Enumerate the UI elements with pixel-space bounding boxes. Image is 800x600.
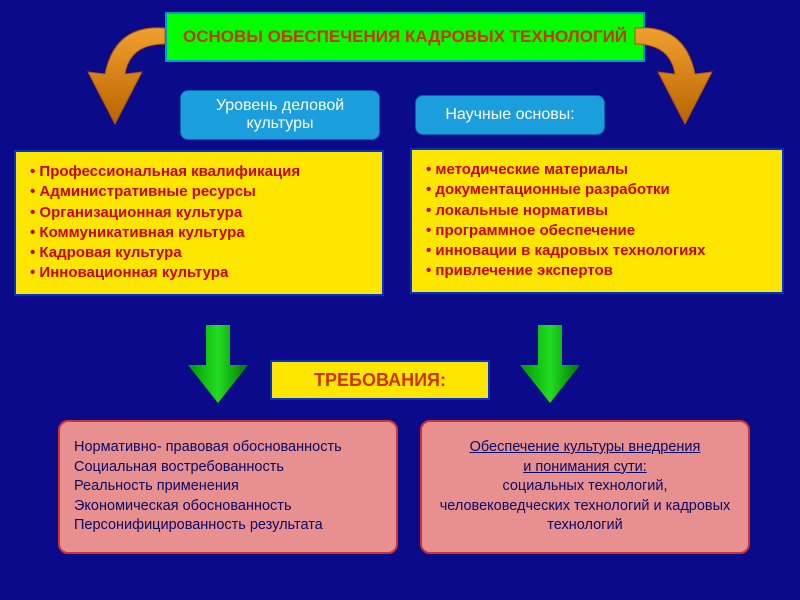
title-box: ОСНОВЫ ОБЕСПЕЧЕНИЯ КАДРОВЫХ ТЕХНОЛОГИЙ — [165, 12, 645, 62]
pink-left-line: Экономическая обоснованность — [74, 497, 382, 517]
down-arrow-right-icon — [520, 325, 580, 405]
requirements-label: ТРЕБОВАНИЯ: — [314, 370, 446, 391]
list-item: программное обеспечение — [426, 221, 768, 241]
list-item: локальные нормативы — [426, 201, 768, 221]
pink-right-u1: Обеспечение культуры внедрения — [470, 439, 701, 455]
list-item: Кадровая культура — [30, 243, 368, 263]
requirements-box: ТРЕБОВАНИЯ: — [270, 360, 490, 400]
title-text: ОСНОВЫ ОБЕСПЕЧЕНИЯ КАДРОВЫХ ТЕХНОЛОГИЙ — [183, 27, 627, 47]
list-item: привлечение экспертов — [426, 261, 768, 281]
list-item: Административные ресурсы — [30, 182, 368, 202]
pink-box-left: Нормативно- правовая обоснованность Соци… — [58, 420, 398, 554]
yellow-box-right: методические материалы документационные … — [410, 148, 784, 294]
pink-left-line: Реальность применения — [74, 477, 382, 497]
pink-right-rest: социальных технологий, человековедческих… — [436, 477, 734, 536]
list-item: Организационная культура — [30, 203, 368, 223]
curve-arrow-left-icon — [70, 14, 180, 144]
pink-left-line: Персонифицированность результата — [74, 516, 382, 536]
sub-box-left: Уровень деловой культуры — [180, 90, 380, 140]
list-item: Инновационная культура — [30, 263, 368, 283]
list-item: документационные разработки — [426, 180, 768, 200]
list-item: Коммуникативная культура — [30, 223, 368, 243]
pink-left-line: Нормативно- правовая обоснованность — [74, 438, 382, 458]
yellow-box-left: Профессиональная квалификация Администра… — [14, 150, 384, 296]
list-item: методические материалы — [426, 160, 768, 180]
list-item: инновации в кадровых технологиях — [426, 241, 768, 261]
down-arrow-left-icon — [188, 325, 248, 405]
sub-box-right: Научные основы: — [415, 95, 605, 135]
pink-left-line: Социальная востребованность — [74, 458, 382, 478]
left-list: Профессиональная квалификация Администра… — [30, 162, 368, 284]
sub-right-text: Научные основы: — [445, 106, 574, 124]
pink-box-right: Обеспечение культуры внедрения и пониман… — [420, 420, 750, 554]
sub-left-text: Уровень деловой культуры — [191, 97, 369, 133]
curve-arrow-right-icon — [620, 14, 730, 144]
pink-right-u2: и понимания сути: — [523, 459, 646, 475]
list-item: Профессиональная квалификация — [30, 162, 368, 182]
right-list: методические материалы документационные … — [426, 160, 768, 282]
